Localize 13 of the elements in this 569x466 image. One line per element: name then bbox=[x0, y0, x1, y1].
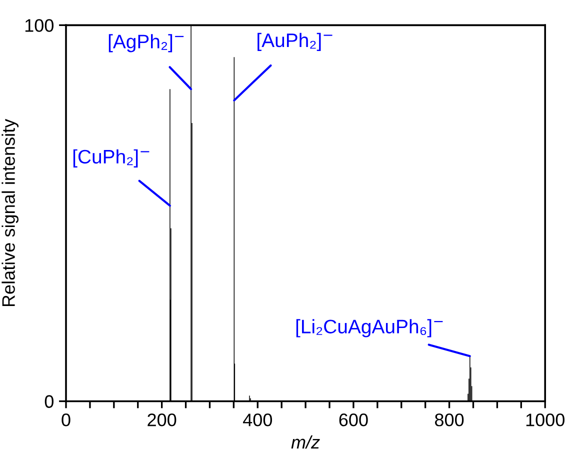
x-tick-label: 200 bbox=[148, 414, 176, 426]
annotation: [Li₂CuAgAuPh₆]$^{−}$ bbox=[296, 319, 443, 338]
x-tick-label: 600 bbox=[339, 414, 368, 426]
annotation: [CuPh₂]$^{−}$ bbox=[73, 149, 150, 168]
x-axis-title: m/z bbox=[291, 435, 320, 449]
x-tick-label: 800 bbox=[435, 414, 464, 426]
annotation: [AgPh₂]$^{−}$ bbox=[108, 34, 184, 52]
y-axis-title: Relative signal intensity bbox=[2, 118, 19, 306]
x-tick-label: 400 bbox=[242, 414, 272, 426]
x-tick-label: 0 bbox=[62, 414, 70, 426]
x-tick-label: 1000 bbox=[526, 414, 564, 426]
y-tick-label: 100 bbox=[25, 19, 54, 32]
annotation: [AuPh₂]$^{−}$ bbox=[258, 32, 332, 52]
